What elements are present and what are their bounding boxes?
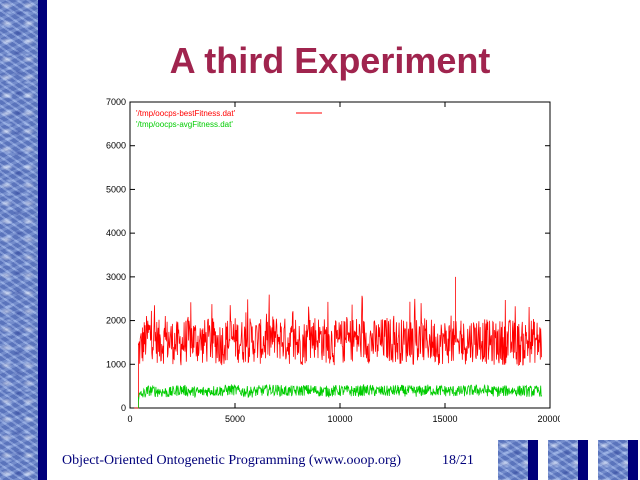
best-fitness-line <box>134 294 542 409</box>
water-tile-icon <box>598 440 628 480</box>
y-tick-label: 7000 <box>106 97 126 107</box>
button-edge <box>628 440 638 480</box>
decorative-water-band <box>0 0 38 480</box>
y-tick-label: 6000 <box>106 141 126 151</box>
legend-label-avg: '/tmp/oocps-avgFitness.dat' <box>136 120 233 129</box>
x-tick-label: 20000 <box>537 414 560 424</box>
plot-frame <box>129 101 551 409</box>
y-tick-label: 5000 <box>106 184 126 194</box>
x-tick-label: 10000 <box>327 414 352 424</box>
footer-text: Object-Oriented Ontogenetic Programming … <box>62 453 402 468</box>
chart-legend: '/tmp/oocps-bestFitness.dat' '/tmp/oocps-… <box>136 109 322 129</box>
decorative-stripe <box>38 0 47 480</box>
x-tick-label: 15000 <box>432 414 457 424</box>
nav-prev-button[interactable] <box>498 440 538 480</box>
y-tick-label: 3000 <box>106 272 126 282</box>
button-edge <box>578 440 588 480</box>
page-number: 18/21 <box>442 453 474 468</box>
nav-home-button[interactable] <box>548 440 588 480</box>
series-best-fitness <box>134 276 542 409</box>
series-avg-fitness <box>138 383 542 408</box>
x-tick-label: 0 <box>127 414 132 424</box>
water-tile-icon <box>548 440 578 480</box>
nav-next-button[interactable] <box>598 440 638 480</box>
y-axis: 0 1000 2000 3000 4000 5000 6000 7000 <box>106 97 550 413</box>
plot-border <box>129 101 551 409</box>
y-tick-label: 1000 <box>106 359 126 369</box>
button-edge <box>528 440 538 480</box>
y-tick-label: 0 <box>121 403 126 413</box>
water-tile-icon <box>498 440 528 480</box>
avg-fitness-line <box>138 383 542 408</box>
y-tick-label: 4000 <box>106 228 126 238</box>
x-tick-label: 5000 <box>225 414 245 424</box>
x-axis: 0 5000 10000 15000 20000 <box>127 102 560 424</box>
y-tick-label: 2000 <box>106 316 126 326</box>
legend-label-best: '/tmp/oocps-bestFitness.dat' <box>136 109 236 118</box>
slide-title: A third Experiment <box>169 40 491 81</box>
fitness-chart: 0 1000 2000 3000 4000 5000 6000 7000 0 5000 10000… <box>106 97 560 424</box>
